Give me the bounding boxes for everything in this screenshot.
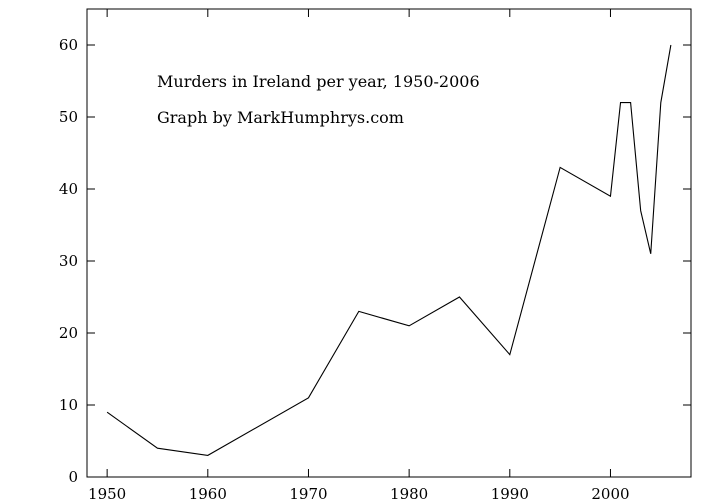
plot-frame xyxy=(86,8,692,478)
y-tick-label: 0 xyxy=(68,468,78,486)
y-tick-label: 30 xyxy=(59,252,78,270)
x-tick-label: 1980 xyxy=(390,485,428,503)
y-tick-label: 50 xyxy=(59,108,78,126)
x-tick-label: 1970 xyxy=(289,485,327,503)
y-tick-label: 10 xyxy=(59,396,78,414)
chart-annotation-title: Murders in Ireland per year, 1950-2006 xyxy=(157,72,480,91)
x-tick-label: 1990 xyxy=(491,485,529,503)
x-axis: 1950 1960 1970 1980 1990 2000 xyxy=(88,9,630,503)
x-tick-label: 1950 xyxy=(88,485,126,503)
y-tick-label: 40 xyxy=(59,180,78,198)
data-points xyxy=(107,45,671,455)
x-tick-label: 1960 xyxy=(189,485,227,503)
chart-annotation-credit: Graph by MarkHumphrys.com xyxy=(157,108,404,127)
series-line xyxy=(106,44,672,456)
y-axis: 0 10 20 30 40 50 60 xyxy=(59,36,691,486)
y-tick-label: 60 xyxy=(59,36,78,54)
x-tick-label: 2000 xyxy=(591,485,629,503)
y-tick-label: 20 xyxy=(59,324,78,342)
